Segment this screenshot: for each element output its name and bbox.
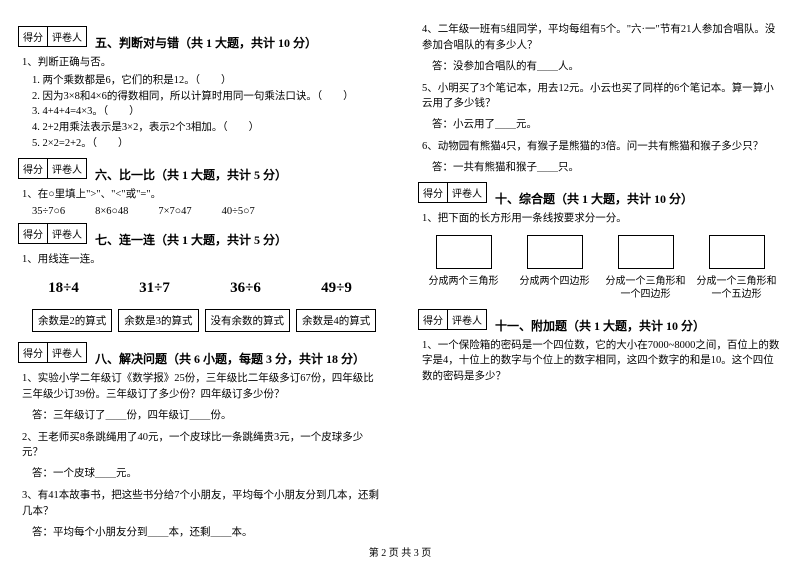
section-8-head: 得分 评卷人 八、解决问题（共 6 小题，每题 3 分，共计 18 分）: [18, 342, 382, 367]
s5-item-2: 2. 因为3×8和4×6的得数相同，所以计算时用同一句乘法口诀。（ ）: [32, 89, 382, 105]
left-column: 得分 评卷人 五、判断对与错（共 1 大题，共计 10 分） 1、判断正确与否。…: [0, 0, 400, 565]
reviewer-label: 评卷人: [48, 27, 86, 46]
section-6-title: 六、比一比（共 1 大题，共计 5 分）: [95, 166, 287, 183]
score-label: 得分: [19, 27, 48, 46]
reviewer-label: 评卷人: [48, 224, 86, 243]
s7-math-4: 49÷9: [321, 280, 352, 297]
section-10-head: 得分 评卷人 十、综合题（共 1 大题，共计 10 分）: [418, 182, 782, 207]
s8-q3: 3、有41本故事书，把这些书分给7个小朋友，平均每个小朋友分到几本，还剩几本？: [22, 488, 382, 520]
s5-item-3: 3. 4+4+4=4×3。（ ）: [32, 104, 382, 120]
shape-label-4: 分成一个三角形和一个五边形: [695, 275, 779, 301]
s7-math-2: 31÷7: [139, 280, 170, 297]
score-box: 得分 评卷人: [418, 182, 487, 203]
s7-box-row: 余数是2的算式 余数是3的算式 没有余数的算式 余数是4的算式: [32, 309, 382, 332]
s7-box-1: 余数是2的算式: [32, 309, 112, 332]
s8-a2: 答：一个皮球＿＿元。: [32, 465, 382, 480]
s8-a3: 答：平均每个小朋友分到＿＿本，还剩＿＿本。: [32, 524, 382, 539]
s8-a4: 答：没参加合唱队的有＿＿人。: [432, 58, 782, 73]
score-label: 得分: [419, 310, 448, 329]
reviewer-label: 评卷人: [448, 183, 486, 202]
s8-q4: 4、二年级一班有5组同学，平均每组有5个。"六·一"节有21人参加合唱队。没参加…: [422, 22, 782, 54]
s10-q1: 1、把下面的长方形用一条线按要求分一分。: [422, 211, 782, 227]
score-box: 得分 评卷人: [18, 158, 87, 179]
score-box: 得分 评卷人: [18, 26, 87, 47]
s8-q6: 6、动物园有熊猫4只，有猴子是熊猫的3倍。问一共有熊猫和猴子多少只？: [422, 139, 782, 155]
rect-shape: [436, 235, 492, 269]
score-label: 得分: [419, 183, 448, 202]
s8-a1: 答：三年级订了＿＿份，四年级订＿＿份。: [32, 407, 382, 422]
s6-expr-4: 40÷5○7: [222, 206, 255, 217]
s5-item-4: 4. 2+2用乘法表示是3×2，表示2个3相加。（ ）: [32, 120, 382, 136]
s7-math-row: 18÷4 31÷7 36÷6 49÷9: [18, 280, 382, 297]
rect-shape: [527, 235, 583, 269]
section-11-head: 得分 评卷人 十一、附加题（共 1 大题，共计 10 分）: [418, 309, 782, 334]
s7-box-3: 没有余数的算式: [205, 309, 291, 332]
shape-label-1: 分成两个三角形: [422, 275, 506, 288]
section-5-title: 五、判断对与错（共 1 大题，共计 10 分）: [95, 34, 317, 51]
shape-cell-1: 分成两个三角形: [422, 235, 506, 301]
shape-label-2: 分成两个四边形: [513, 275, 597, 288]
rect-shape: [709, 235, 765, 269]
s5-q1: 1、判断正确与否。: [22, 55, 382, 71]
right-column: 4、二年级一班有5组同学，平均每组有5个。"六·一"节有21人参加合唱队。没参加…: [400, 0, 800, 565]
s11-q1: 1、一个保险箱的密码是一个四位数，它的大小在7000~8000之间，百位上的数字…: [422, 338, 782, 385]
s7-q1: 1、用线连一连。: [22, 252, 382, 268]
reviewer-label: 评卷人: [48, 343, 86, 362]
s5-item-5: 5. 2×2=2+2。（ ）: [32, 136, 382, 152]
s7-box-4: 余数是4的算式: [296, 309, 376, 332]
score-label: 得分: [19, 159, 48, 178]
shape-cell-4: 分成一个三角形和一个五边形: [695, 235, 779, 301]
s6-row: 35÷7○6 8×6○48 7×7○47 40÷5○7: [32, 206, 382, 217]
shape-cell-2: 分成两个四边形: [513, 235, 597, 301]
reviewer-label: 评卷人: [48, 159, 86, 178]
shape-label-3: 分成一个三角形和一个四边形: [604, 275, 688, 301]
s6-expr-3: 7×7○47: [158, 206, 191, 217]
score-box: 得分 评卷人: [418, 309, 487, 330]
page-footer: 第 2 页 共 3 页: [0, 544, 800, 559]
shape-cell-3: 分成一个三角形和一个四边形: [604, 235, 688, 301]
s5-item-1: 1. 两个乘数都是6，它们的积是12。（ ）: [32, 73, 382, 89]
score-label: 得分: [19, 343, 48, 362]
section-6-head: 得分 评卷人 六、比一比（共 1 大题，共计 5 分）: [18, 158, 382, 183]
shapes-row: 分成两个三角形 分成两个四边形 分成一个三角形和一个四边形 分成一个三角形和一个…: [418, 235, 782, 301]
s8-a5: 答：小云用了＿＿元。: [432, 116, 782, 131]
section-7-head: 得分 评卷人 七、连一连（共 1 大题，共计 5 分）: [18, 223, 382, 248]
section-8-title: 八、解决问题（共 6 小题，每题 3 分，共计 18 分）: [95, 350, 365, 367]
section-11-title: 十一、附加题（共 1 大题，共计 10 分）: [495, 317, 705, 334]
section-5-head: 得分 评卷人 五、判断对与错（共 1 大题，共计 10 分）: [18, 26, 382, 51]
s8-q1: 1、实验小学二年级订《数学报》25份，三年级比二年级多订67份，四年级比三年级少…: [22, 371, 382, 403]
s8-a6: 答：一共有熊猫和猴子＿＿只。: [432, 159, 782, 174]
s7-math-1: 18÷4: [48, 280, 79, 297]
s7-math-3: 36÷6: [230, 280, 261, 297]
s8-q2: 2、王老师买8条跳绳用了40元，一个皮球比一条跳绳贵3元，一个皮球多少元？: [22, 430, 382, 462]
section-10-title: 十、综合题（共 1 大题，共计 10 分）: [495, 190, 693, 207]
rect-shape: [618, 235, 674, 269]
score-label: 得分: [19, 224, 48, 243]
s7-box-2: 余数是3的算式: [118, 309, 198, 332]
score-box: 得分 评卷人: [18, 342, 87, 363]
score-box: 得分 评卷人: [18, 223, 87, 244]
section-7-title: 七、连一连（共 1 大题，共计 5 分）: [95, 231, 287, 248]
s8-q5: 5、小明买了3个笔记本，用去12元。小云也买了同样的6个笔记本。算一算小云用了多…: [422, 81, 782, 113]
s6-q1: 1、在○里填上">"、"<"或"="。: [22, 187, 382, 203]
reviewer-label: 评卷人: [448, 310, 486, 329]
s6-expr-2: 8×6○48: [95, 206, 128, 217]
s6-expr-1: 35÷7○6: [32, 206, 65, 217]
